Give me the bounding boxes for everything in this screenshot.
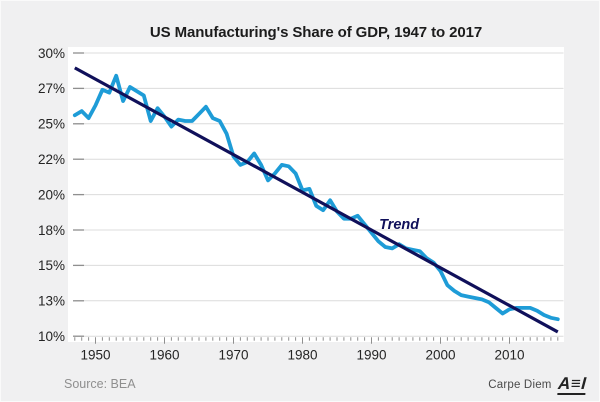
chart-title: US Manufacturing's Share of GDP, 1947 to…: [149, 24, 483, 41]
y-axis-label: 18%: [38, 223, 65, 238]
x-axis-label: 1950: [80, 348, 110, 363]
aei-logo-icon: A≡I: [556, 374, 587, 395]
y-axis-label: 25%: [38, 117, 65, 132]
x-axis-label: 1990: [356, 348, 386, 363]
x-axis-label: 2000: [425, 348, 455, 363]
y-axis-label: 10%: [38, 329, 65, 344]
branding: Carpe Diem A≡I: [488, 374, 587, 395]
x-axis-label: 1980: [287, 348, 317, 363]
carpe-diem-label: Carpe Diem: [488, 379, 552, 391]
y-axis-label: 22%: [38, 152, 65, 167]
x-axis-label: 2010: [494, 348, 524, 363]
x-axis-label: 1970: [218, 348, 248, 363]
y-axis-label: 20%: [38, 187, 65, 202]
source-note: Source: BEA: [64, 377, 136, 391]
y-axis-label: 15%: [38, 258, 65, 273]
y-axis-label: 13%: [38, 294, 65, 309]
x-axis-label: 1960: [149, 348, 179, 363]
trend-label: Trend: [379, 217, 420, 233]
y-axis-label: 30%: [38, 46, 65, 61]
trend-line: [74, 66, 559, 334]
y-axis-label: 27%: [38, 81, 65, 96]
